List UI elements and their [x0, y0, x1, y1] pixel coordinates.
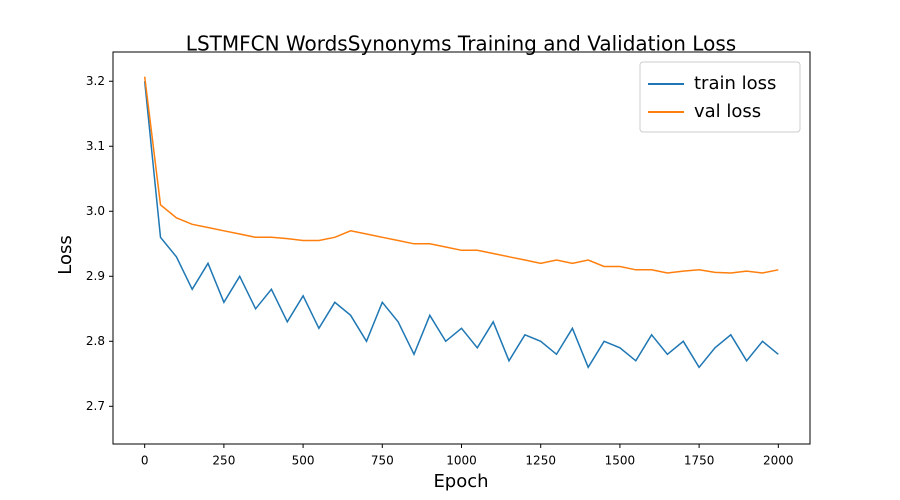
- plot-frame: [112, 51, 811, 445]
- series-line: [143, 81, 779, 369]
- x-tick-label: 750: [371, 454, 394, 468]
- x-axis-label: Epoch: [433, 471, 488, 492]
- x-tick-label: 1500: [605, 454, 636, 468]
- x-tick-label: 500: [292, 454, 315, 468]
- series-line: [143, 76, 779, 274]
- y-tick-label: 2.8: [86, 334, 105, 348]
- legend: train loss val loss: [639, 61, 801, 133]
- y-tick-label: 3.0: [86, 204, 105, 218]
- x-tick-label: 250: [212, 454, 235, 468]
- legend-box: [639, 61, 801, 133]
- y-tick-label: 2.9: [86, 269, 105, 283]
- legend-label: val loss: [694, 101, 761, 122]
- x-tick-label: 1250: [525, 454, 556, 468]
- x-tick-label: 2000: [763, 454, 794, 468]
- x-tick-label: 1750: [684, 454, 715, 468]
- y-tick-label: 2.7: [86, 399, 105, 413]
- legend-label: train loss: [694, 73, 776, 94]
- x-tick-label: 0: [141, 454, 149, 468]
- y-tick-label: 3.1: [86, 139, 105, 153]
- y-axis-label: Loss: [55, 235, 76, 274]
- y-tick-label: 3.2: [86, 74, 105, 88]
- x-tick-label: 1000: [446, 454, 477, 468]
